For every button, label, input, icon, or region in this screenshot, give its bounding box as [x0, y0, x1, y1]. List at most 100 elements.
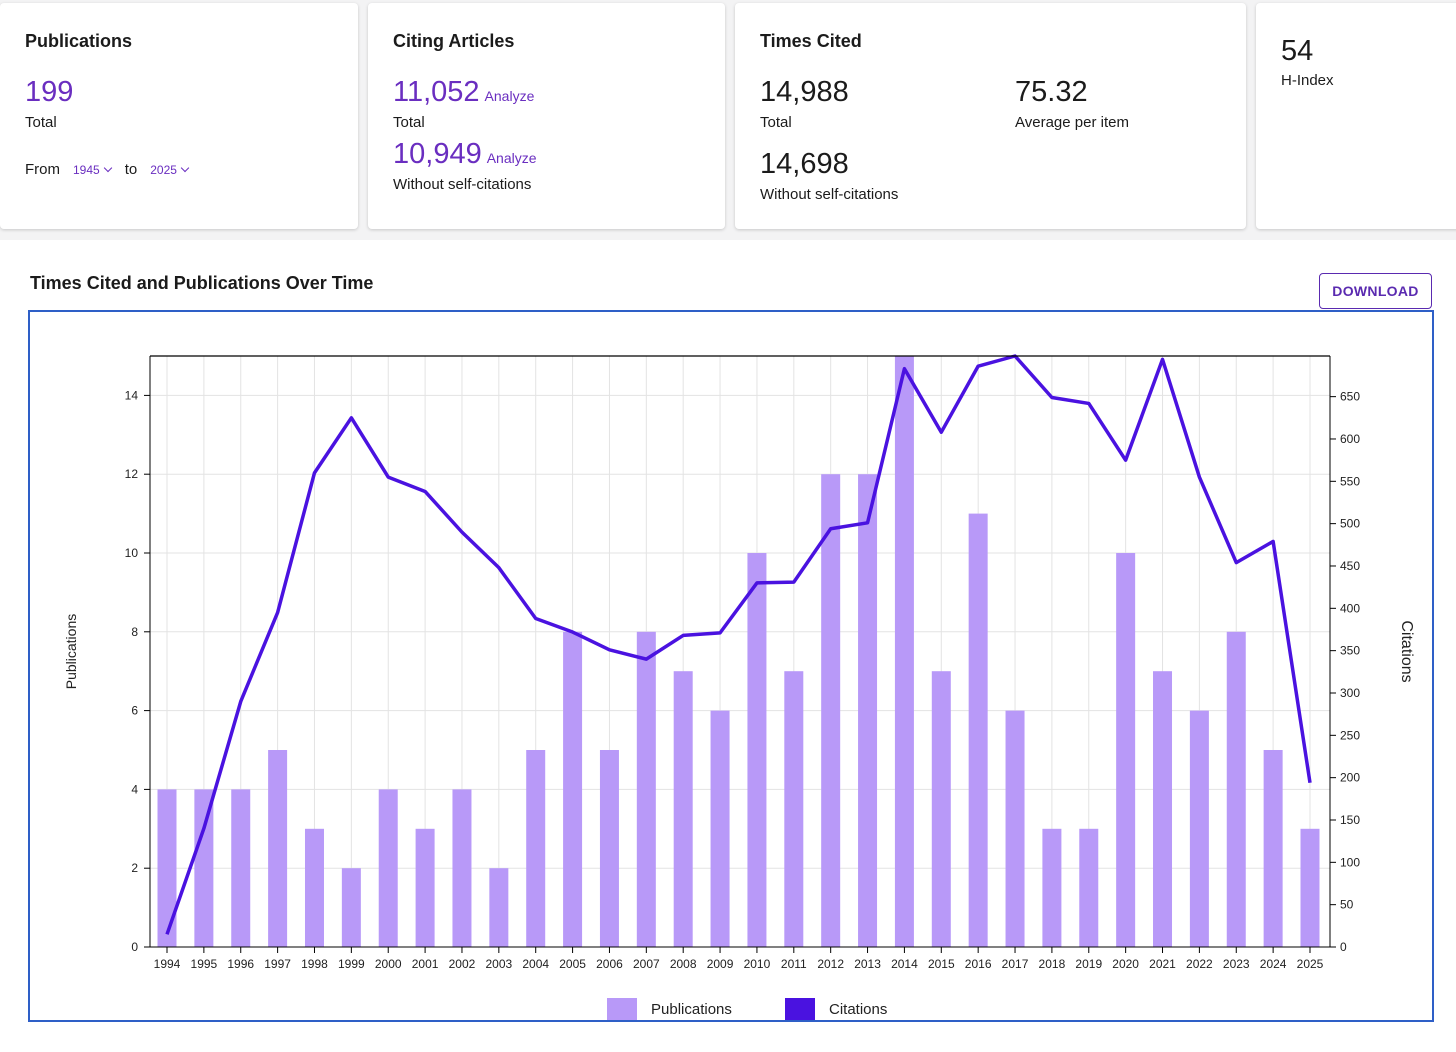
- citing-articles-title: Citing Articles: [393, 31, 515, 51]
- chart-panel: Times Cited and Publications Over Time D…: [0, 240, 1456, 1052]
- x-tick-label: 2022: [1186, 957, 1213, 971]
- publications-bar: [673, 671, 693, 947]
- from-year-value: 1945: [73, 162, 100, 177]
- x-tick-label: 2002: [449, 957, 476, 971]
- publications-bar: [931, 671, 951, 947]
- analyze-without-self-link[interactable]: Analyze: [486, 150, 537, 166]
- x-tick-label: 2024: [1260, 957, 1287, 971]
- times-cited-total-value: 14,988: [760, 76, 849, 108]
- publications-bar: [526, 750, 546, 947]
- publications-bar: [268, 750, 288, 947]
- publications-bar: [1189, 710, 1209, 947]
- x-tick-label: 2003: [485, 957, 512, 971]
- citing-articles-without-self-row: 10,949 Analyze: [393, 140, 537, 169]
- y2-tick-label: 300: [1340, 686, 1360, 700]
- x-tick-label: 2013: [854, 957, 881, 971]
- y2-tick-label: 200: [1340, 771, 1360, 785]
- publications-bars: [157, 356, 1320, 947]
- legend-label-publications: Publications: [651, 1001, 732, 1018]
- times-cited-average-value: 75.32: [1015, 76, 1088, 108]
- publications-bar: [194, 789, 214, 947]
- y2-tick-label: 350: [1340, 644, 1360, 658]
- h-index-card: 54 H-Index: [1256, 3, 1456, 229]
- times-cited-average-label: Average per item: [1015, 114, 1129, 131]
- citing-articles-total-value: 11,052: [393, 76, 480, 108]
- x-tick-label: 2000: [375, 957, 402, 971]
- x-tick-label: 2025: [1297, 957, 1324, 971]
- publications-bar: [858, 474, 878, 947]
- x-tick-label: 2011: [781, 957, 807, 971]
- publications-bar: [1300, 828, 1320, 947]
- x-tick-label: 2006: [596, 957, 623, 971]
- x-tick-label: 2009: [707, 957, 734, 971]
- publications-bar: [1116, 553, 1136, 947]
- x-tick-label: 2014: [891, 957, 918, 971]
- y2-tick-label: 100: [1340, 855, 1360, 869]
- y2-tick-label: 0: [1340, 940, 1347, 954]
- publications-bar: [821, 474, 841, 947]
- publications-bar: [1263, 750, 1283, 947]
- h-index-value: 54: [1281, 35, 1314, 67]
- y-tick-label: 4: [131, 782, 138, 796]
- analyze-total-link[interactable]: Analyze: [484, 88, 535, 104]
- y-tick-label: 12: [125, 467, 139, 481]
- x-tick-label: 2021: [1149, 957, 1176, 971]
- times-cited-without-self-value: 14,698: [760, 148, 849, 180]
- y-tick-label: 8: [131, 625, 138, 639]
- x-tick-label: 2017: [1002, 957, 1029, 971]
- x-tick-label: 2001: [412, 957, 439, 971]
- x-tick-label: 1995: [191, 957, 218, 971]
- publications-bar: [341, 868, 361, 947]
- y-tick-label: 6: [131, 704, 138, 718]
- publications-bar: [710, 710, 730, 947]
- x-tick-label: 2005: [559, 957, 586, 971]
- chart-title: Times Cited and Publications Over Time: [30, 273, 374, 293]
- x-tick-label: 2016: [965, 957, 992, 971]
- chart-grid: [150, 356, 1330, 948]
- publications-bar: [636, 631, 656, 947]
- x-tick-label: 2019: [1075, 957, 1102, 971]
- times-cited-title: Times Cited: [760, 31, 862, 51]
- publications-bar: [1079, 828, 1099, 947]
- times-cited-card: Times Cited 14,988 Total 75.32 Average p…: [735, 3, 1246, 229]
- h-index-label: H-Index: [1281, 72, 1334, 89]
- citing-articles-card: Citing Articles 11,052 Analyze Total 10,9…: [368, 3, 725, 229]
- x-tick-label: 1996: [227, 957, 254, 971]
- y2-tick-label: 400: [1340, 601, 1360, 615]
- x-tick-label: 1997: [264, 957, 291, 971]
- x-tick-label: 1994: [154, 957, 181, 971]
- publications-bar: [747, 553, 767, 947]
- x-tick-label: 2007: [633, 957, 660, 971]
- legend-swatch-citations: [785, 998, 815, 1020]
- publications-bar: [304, 828, 324, 947]
- to-year-dropdown[interactable]: 2025: [150, 162, 190, 177]
- y-tick-label: 2: [131, 861, 138, 875]
- x-tick-label: 2015: [928, 957, 955, 971]
- publications-bar: [489, 868, 509, 947]
- times-cited-total-label: Total: [760, 114, 792, 131]
- times-cited-without-self-label: Without self-citations: [760, 186, 899, 203]
- y-tick-label: 10: [125, 546, 139, 560]
- publications-bar: [1153, 671, 1173, 947]
- x-tick-label: 2012: [817, 957, 844, 971]
- from-year-dropdown[interactable]: 1945: [73, 162, 112, 177]
- publications-bar: [599, 750, 619, 947]
- x-tick-label: 2020: [1112, 957, 1139, 971]
- times-cited-publications-chart: 0 2 4 6 8 10 12 14 0 50 100 150 200 250 300 350 400 450 50…: [63, 354, 1415, 1020]
- publications-bar: [231, 789, 251, 947]
- publications-total-value: 199: [25, 76, 74, 108]
- download-button[interactable]: DOWNLOAD: [1319, 273, 1432, 309]
- x-tick-label: 1999: [338, 957, 365, 971]
- y2-tick-label: 250: [1340, 728, 1360, 742]
- chart-axes: 0 2 4 6 8 10 12 14 0 50 100 150 200 250 300 350 400 450 50…: [63, 355, 1415, 971]
- to-label: to: [124, 161, 138, 178]
- y-axis-title: Publications: [63, 614, 79, 690]
- chevron-down-icon: [180, 163, 190, 173]
- to-year-value: 2025: [150, 162, 177, 177]
- y2-tick-label: 150: [1340, 813, 1360, 827]
- citing-articles-total-row: 11,052 Analyze: [393, 78, 534, 107]
- publications-bar: [157, 789, 177, 947]
- x-tick-label: 2023: [1223, 957, 1250, 971]
- y2-tick-label: 600: [1340, 432, 1360, 446]
- publications-total-label: Total: [25, 114, 57, 131]
